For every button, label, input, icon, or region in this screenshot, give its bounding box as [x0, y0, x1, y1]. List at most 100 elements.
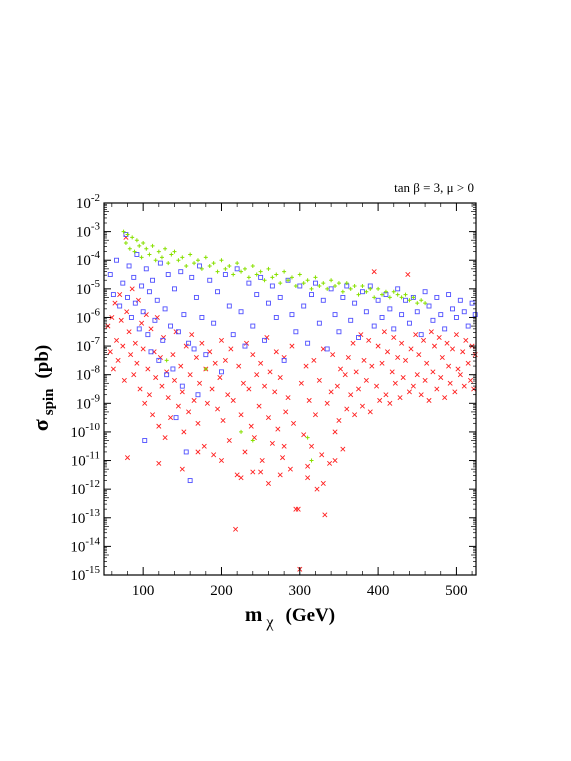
- data-point-plus-35: [235, 261, 240, 266]
- data-point-plus-83: [423, 301, 428, 306]
- data-point-plus-87: [239, 429, 244, 434]
- data-point-x-206: [218, 458, 224, 464]
- data-point-square-112: [461, 309, 467, 315]
- data-point-x-167: [416, 352, 422, 358]
- x-axis-title-unit: (GeV): [286, 605, 336, 626]
- data-point-plus-25: [195, 258, 200, 263]
- data-point-plus-7: [137, 243, 142, 248]
- data-point-square-107: [442, 326, 448, 332]
- data-point-plus-0: [121, 229, 126, 234]
- data-point-plus-11: [147, 252, 152, 257]
- data-point-x-93: [272, 389, 278, 395]
- data-point-x-45: [178, 363, 184, 369]
- data-point-x-66: [218, 337, 224, 343]
- data-point-square-49: [215, 289, 221, 295]
- data-point-x-67: [220, 417, 226, 423]
- data-point-x-190: [461, 383, 467, 389]
- data-point-x-104: [293, 506, 299, 512]
- data-point-plus-36: [239, 269, 244, 274]
- data-point-x-141: [366, 337, 372, 343]
- data-point-x-108: [301, 432, 307, 438]
- data-point-x-128: [340, 446, 346, 452]
- data-point-square-44: [197, 263, 202, 269]
- data-point-square-47: [207, 277, 213, 283]
- data-point-square-66: [281, 357, 287, 363]
- data-point-x-124: [332, 429, 338, 435]
- data-point-x-168: [418, 392, 424, 398]
- data-point-x-96: [277, 375, 283, 381]
- data-point-x-131: [345, 355, 351, 361]
- data-point-x-183: [447, 380, 453, 386]
- data-point-plus-57: [321, 281, 326, 286]
- plot-frame: [103, 202, 477, 576]
- data-point-x-143: [369, 363, 375, 369]
- tick-labels-layer: 10-15 10-14 10-13 10-12 10-11 10-10 10-9 10-8 10…: [70, 192, 467, 599]
- data-point-plus-38: [246, 275, 251, 280]
- data-point-x-81: [248, 423, 254, 429]
- data-point-x-160: [402, 357, 409, 363]
- data-point-square-4: [120, 280, 126, 286]
- data-point-square-7: [126, 263, 132, 269]
- data-point-plus-21: [180, 255, 185, 260]
- data-point-plus-19: [172, 249, 177, 254]
- data-point-x-148: [379, 360, 385, 366]
- data-point-plus-26: [199, 266, 204, 271]
- data-point-x-56: [199, 340, 205, 346]
- data-point-x-24: [142, 400, 148, 406]
- data-point-plus-34: [231, 272, 236, 277]
- data-point-square-25: [160, 337, 166, 343]
- data-point-square-105: [434, 294, 440, 300]
- data-point-x-92: [269, 440, 275, 446]
- data-point-x-10: [121, 377, 127, 383]
- data-point-x-76: [238, 412, 244, 418]
- data-point-plus-30: [215, 269, 220, 274]
- data-point-plus-12: [150, 243, 155, 248]
- data-point-x-170: [422, 377, 428, 383]
- data-point-plus-20: [176, 258, 181, 263]
- data-point-x-46: [179, 389, 185, 395]
- data-point-x-146: [375, 343, 381, 349]
- data-point-x-33: [156, 423, 162, 429]
- data-point-square-55: [238, 309, 244, 315]
- data-point-x-50: [187, 372, 193, 378]
- data-point-x-122: [328, 389, 334, 395]
- x-tick-label-3: 400: [367, 583, 390, 599]
- data-point-x-9: [120, 343, 126, 349]
- data-point-x-163: [408, 346, 414, 352]
- data-point-plus-15: [159, 255, 164, 260]
- data-point-plus-78: [403, 292, 408, 297]
- data-point-plus-37: [242, 266, 247, 271]
- data-point-square-42: [193, 294, 199, 300]
- data-point-x-12: [124, 309, 130, 315]
- data-point-plus-72: [380, 292, 385, 297]
- data-point-x-84: [254, 372, 260, 378]
- data-point-square-29: [168, 323, 174, 329]
- data-point-square-40: [189, 274, 195, 280]
- data-point-x-89: [264, 334, 270, 341]
- data-point-x-208: [258, 469, 264, 475]
- data-point-x-205: [156, 460, 162, 466]
- data-point-square-100: [414, 309, 420, 315]
- data-point-x-15: [128, 352, 134, 358]
- data-point-x-121: [327, 460, 333, 466]
- data-point-square-22: [154, 297, 160, 303]
- data-point-x-74: [234, 472, 240, 478]
- data-point-square-56: [242, 343, 248, 349]
- data-point-x-114: [312, 412, 318, 418]
- data-point-x-166: [414, 372, 420, 378]
- data-point-x-95: [275, 426, 281, 432]
- data-point-square-94: [391, 326, 397, 332]
- data-point-x-85: [256, 403, 262, 409]
- data-point-x-127: [337, 366, 344, 372]
- data-point-x-44: [175, 403, 181, 409]
- data-point-square-26: [162, 306, 168, 312]
- data-point-x-198: [195, 449, 201, 455]
- data-point-square-52: [226, 303, 232, 309]
- data-point-x-181: [444, 340, 450, 346]
- data-point-x-31: [153, 375, 159, 381]
- data-point-x-54: [195, 420, 201, 426]
- data-point-x-187: [455, 366, 461, 372]
- y-tick-label-4: 10-11: [71, 450, 100, 470]
- data-point-plus-17: [166, 261, 171, 266]
- data-point-square-113: [465, 323, 471, 329]
